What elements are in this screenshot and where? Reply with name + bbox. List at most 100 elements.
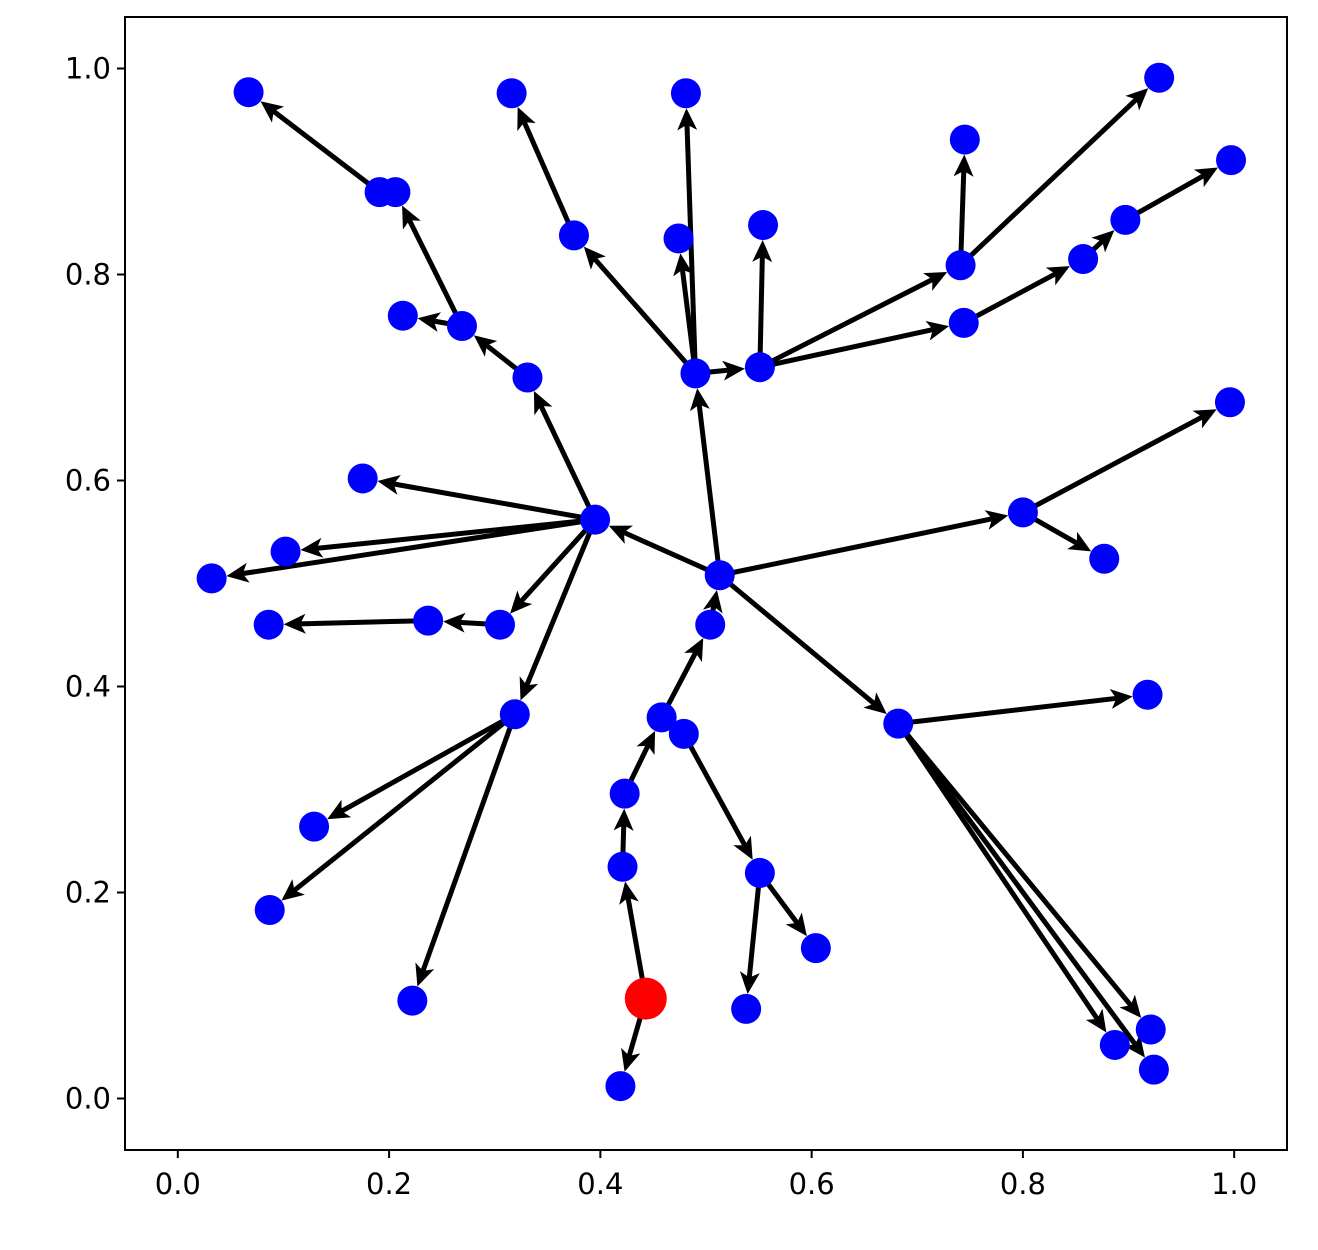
node-point [744, 352, 775, 383]
node-point [1089, 543, 1120, 574]
arrow-head [953, 154, 974, 177]
arrow-head [613, 808, 634, 831]
root-point [624, 977, 667, 1020]
arrow-head [533, 391, 553, 416]
y-tick-label: 0.4 [65, 670, 111, 704]
edge-arrow [739, 872, 763, 994]
edge-line [524, 518, 598, 687]
node-point [558, 220, 589, 251]
y-axis: 0.0 0.2 0.4 0.6 0.8 1.0 [65, 52, 125, 1116]
arrow-head [377, 475, 401, 495]
node-point [744, 857, 775, 888]
edge-arrow [519, 518, 598, 701]
arrow-head [621, 1047, 641, 1072]
node-point [1132, 679, 1163, 710]
arrow-head [739, 971, 760, 994]
edge-arrow [226, 517, 596, 583]
arrow-head [417, 312, 441, 332]
edge-line [958, 170, 967, 266]
arrow-head [1109, 689, 1133, 709]
node-point [800, 933, 831, 964]
node-point [580, 504, 611, 535]
edge-arrow [897, 689, 1133, 727]
edge-line [1124, 173, 1206, 223]
arrow-head [281, 879, 305, 901]
node-point [253, 609, 284, 640]
edge-arrow [677, 108, 698, 374]
node-point [663, 223, 694, 254]
node-point [605, 1071, 636, 1102]
node-point [512, 362, 543, 393]
edge-line [759, 327, 934, 370]
arrow-head [733, 835, 753, 860]
edge-line [538, 404, 598, 521]
edge-arrow [752, 240, 773, 368]
x-tick-label: 0.2 [366, 1167, 412, 1201]
node-point [397, 985, 428, 1016]
node-point [1110, 204, 1141, 235]
edge-line [271, 109, 382, 195]
node-point [704, 560, 735, 591]
edge-arrow [962, 266, 1070, 326]
arrow-head [300, 537, 324, 558]
edge-line [684, 124, 698, 374]
y-tick-label: 0.8 [65, 258, 111, 292]
edge-line [897, 695, 1118, 727]
edge-arrow [896, 722, 1107, 1033]
edge-line [896, 722, 1100, 1021]
node-point [496, 78, 527, 109]
edge-arrow [896, 721, 1142, 1018]
edge-line [958, 97, 1139, 268]
edge-arrow [718, 573, 887, 714]
node-point [299, 811, 330, 842]
edge-arrow [1124, 167, 1218, 223]
edge-line [521, 120, 577, 237]
edge-arrow [415, 713, 518, 987]
arrow-head [415, 962, 435, 987]
arrow-head [689, 388, 710, 412]
arrow-head [608, 525, 633, 544]
arrow-head [510, 590, 533, 614]
edge-arrow [517, 106, 577, 237]
node-point [446, 311, 477, 341]
edge-line [746, 872, 763, 979]
x-tick-label: 0.6 [789, 1167, 835, 1201]
node-point [485, 609, 516, 640]
node-point [945, 250, 976, 281]
node-point [1214, 387, 1245, 418]
edge-arrow [719, 510, 1009, 578]
arrow-head [863, 692, 887, 714]
edge-arrow [608, 525, 721, 578]
node-point [646, 702, 677, 733]
arrow-head [984, 510, 1009, 530]
edge-line [241, 517, 596, 577]
edge-line [1021, 414, 1204, 515]
edge-line [299, 618, 429, 627]
arrow-head [1123, 1033, 1145, 1058]
node-point [1007, 497, 1038, 528]
arrow-head [1091, 230, 1115, 253]
edge-line [758, 277, 935, 370]
node-point [607, 851, 638, 882]
edge-arrow [533, 391, 598, 521]
arrow-head [327, 799, 352, 820]
edge-line [896, 721, 1133, 1008]
arrow-head [636, 730, 656, 756]
arrow-head [402, 205, 421, 230]
edge-line [719, 516, 994, 578]
edge-line [718, 573, 877, 706]
edge-line [518, 517, 597, 604]
edge-arrow [583, 246, 698, 376]
edge-line [592, 256, 698, 376]
edge-line [962, 271, 1057, 326]
edge-arrow [689, 388, 723, 576]
arrow-head [684, 637, 704, 663]
arrow-head [1192, 409, 1217, 429]
node-point [1135, 1014, 1166, 1045]
edge-line [292, 712, 517, 893]
edge-arrow [260, 101, 382, 195]
node-point [731, 993, 762, 1024]
node-point [948, 307, 979, 338]
edge-line [392, 481, 596, 523]
